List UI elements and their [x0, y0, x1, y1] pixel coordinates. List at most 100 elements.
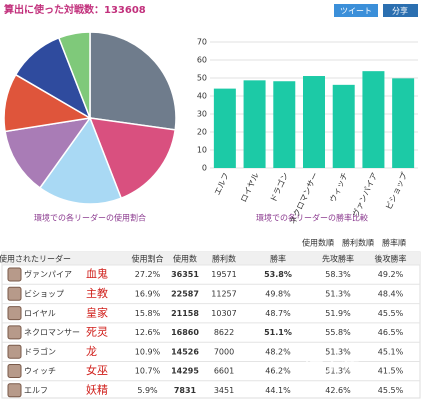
pie-slice [57, 31, 91, 119]
bar [273, 81, 296, 168]
sort-link[interactable]: 使用数順 [302, 238, 334, 248]
leader-note: 死灵 [86, 326, 108, 339]
bar [392, 78, 415, 168]
leader-name: ネクロマンサー [24, 328, 80, 337]
y-tick-label: 10 [197, 146, 207, 155]
bar [332, 84, 355, 168]
tweet-button[interactable] [334, 4, 378, 17]
leader-icon [7, 306, 22, 321]
y-tick-label: 20 [197, 128, 207, 137]
table-cell: 48.2% [265, 347, 291, 356]
y-tick-label: 70 [197, 38, 207, 47]
x-tick-label: ヴァンパイア [350, 171, 379, 219]
leader-name: ヴァンパイア [24, 269, 72, 279]
table-cell: 27.2% [135, 270, 161, 279]
table-cell: 10.7% [135, 367, 161, 376]
sort-link[interactable]: 勝利数順 [342, 238, 374, 248]
column-header: 使用されたリーダー [0, 254, 71, 264]
leader-icon [7, 364, 22, 378]
table-cell: 46.5% [378, 328, 404, 337]
table-cell: 10307 [211, 309, 236, 318]
y-tick-label: 60 [197, 56, 207, 65]
table-cell: 51.3% [325, 289, 351, 298]
table-cell: 45.5% [378, 386, 404, 395]
pie-slice [88, 117, 177, 200]
table-cell: 16.9% [135, 289, 161, 298]
table-cell: 3451 [214, 386, 234, 395]
column-header: 使用数 [173, 254, 197, 264]
leader-icon [7, 325, 22, 340]
table-cell: 45.5% [378, 309, 404, 318]
leader-note: 皇家 [86, 305, 108, 319]
bar [243, 80, 266, 168]
table-cell: 7000 [214, 347, 234, 356]
table-cell: 16860 [171, 328, 199, 337]
column-header: 使用割合 [132, 254, 164, 264]
pie-slice [89, 31, 177, 131]
column-header: 先攻勝率 [322, 254, 354, 264]
table-cell: 46.2% [265, 367, 291, 376]
table-cell: 10.9% [135, 347, 161, 356]
table-cell: 7831 [174, 386, 197, 395]
table-cell: 6601 [214, 367, 234, 376]
x-tick-label: ロイヤル [239, 171, 261, 204]
leader-note: 女巫 [86, 363, 108, 377]
x-tick-label: ビショップ [384, 171, 409, 211]
bar [362, 71, 385, 168]
table-cell: 48.7% [265, 309, 291, 318]
table-cell: 11257 [211, 289, 236, 298]
table-cell: 42.6% [325, 386, 351, 395]
bar-caption: 環境での各リーダーの勝率比較 [256, 213, 368, 223]
watermark: 叶子猪 [305, 353, 359, 375]
x-tick-label: ウィッチ [328, 171, 350, 204]
y-tick-label: 50 [197, 74, 207, 83]
table-cell: 49.2% [378, 270, 404, 279]
leader-note: 主教 [86, 287, 108, 300]
pie-slice [38, 116, 123, 205]
share-label[interactable]: 分享 [392, 6, 408, 16]
pie-slice [4, 116, 92, 189]
table-cell: 51.3% [325, 347, 351, 356]
sort-link[interactable]: 勝率順 [382, 238, 406, 248]
leader-icon [7, 267, 22, 282]
leader-name: ドラゴン [24, 346, 56, 356]
column-header: 後攻勝率 [375, 254, 407, 264]
table-header-bg [2, 252, 420, 265]
y-tick-label: 40 [197, 92, 207, 101]
table-cell: 14295 [171, 367, 199, 376]
leader-name: エルフ [24, 386, 48, 395]
page-title: 算出に使った対戦数：133608 [3, 3, 146, 16]
table-cell: 44.1% [265, 386, 291, 395]
table-cell: 53.8% [264, 270, 292, 279]
y-tick-label: 0 [202, 164, 207, 173]
table-cell: 48.4% [378, 289, 404, 298]
pie-caption: 環境での各リーダーの使用割合 [34, 213, 146, 223]
table-cell: 36351 [171, 270, 199, 279]
table-cell: 45.1% [378, 347, 404, 356]
leader-note: 龙 [86, 345, 97, 358]
table-cell: 14526 [171, 347, 199, 356]
y-tick-label: 30 [197, 110, 207, 119]
table-cell: 51.9% [325, 309, 351, 318]
table-cell: 51.1% [264, 328, 292, 337]
table-cell: 51.3% [325, 367, 351, 376]
table-cell: 49.8% [265, 289, 291, 298]
table-cell: 22587 [171, 289, 199, 298]
column-header: 勝率 [270, 254, 286, 264]
leader-note: 妖精 [86, 382, 108, 396]
table-cell: 21158 [171, 309, 199, 318]
table-cell: 15.8% [135, 309, 161, 318]
leader-icon [7, 344, 22, 359]
table-cell: 55.8% [325, 328, 351, 337]
table-cell: 12.6% [135, 328, 161, 337]
table-cell: 5.9% [137, 386, 158, 395]
leader-icon [7, 383, 22, 398]
table-cell: 58.3% [325, 270, 351, 279]
table-cell: 19571 [211, 270, 236, 279]
x-tick-label: ドラゴン [268, 171, 291, 204]
leader-name: ロイヤル [24, 309, 56, 318]
tweet-label[interactable]: ツイート [340, 7, 372, 16]
share-button[interactable] [383, 4, 418, 17]
table-cell: 8622 [214, 328, 234, 337]
